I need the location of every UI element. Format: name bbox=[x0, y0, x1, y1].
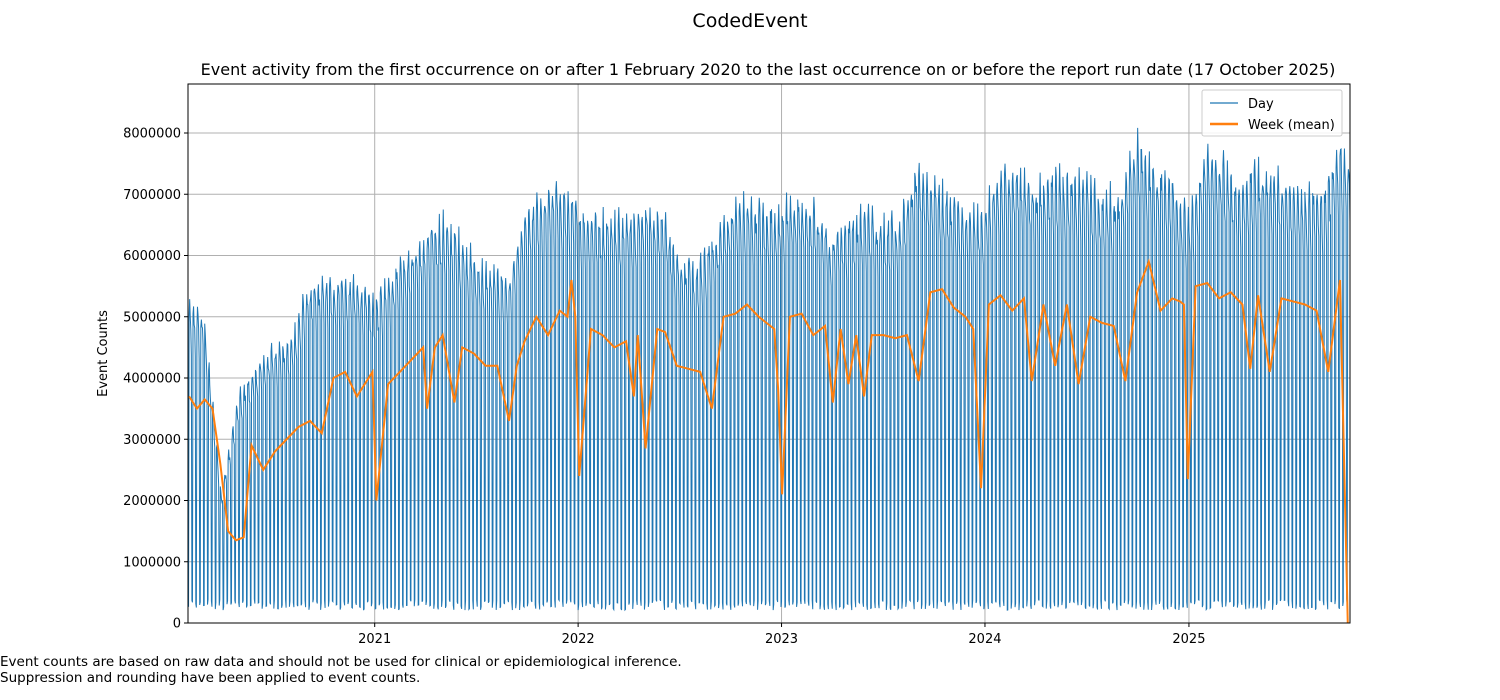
y-tick-label: 4000000 bbox=[123, 372, 181, 387]
y-tick-label: 1000000 bbox=[123, 555, 181, 570]
x-tick-label: 2023 bbox=[765, 632, 798, 647]
y-tick-label: 7000000 bbox=[123, 188, 181, 203]
y-tick-label: 3000000 bbox=[123, 433, 181, 448]
plot-area bbox=[187, 83, 1351, 624]
y-axis-label: Event Counts bbox=[96, 310, 111, 397]
series-day-line bbox=[187, 127, 1351, 612]
y-tick-label: 8000000 bbox=[123, 127, 181, 142]
chart-title: Event activity from the first occurrence… bbox=[200, 60, 1336, 79]
footnote-suppression: Suppression and rounding have been appli… bbox=[0, 670, 421, 686]
legend-day-label: Day bbox=[1248, 97, 1274, 112]
legend: Day Week (mean) bbox=[1201, 89, 1343, 137]
legend-week-label: Week (mean) bbox=[1248, 118, 1335, 133]
axis-ticks: 0 1000000 2000000 3000000 4000000 5000000 6000… bbox=[123, 127, 1205, 648]
figure-suptitle: CodedEvent bbox=[692, 10, 808, 32]
x-tick-label: 2025 bbox=[1172, 632, 1205, 647]
x-tick-label: 2024 bbox=[968, 632, 1001, 647]
x-tick-label: 2021 bbox=[358, 632, 391, 647]
y-tick-label: 0 bbox=[173, 617, 181, 632]
x-tick-label: 2022 bbox=[562, 632, 595, 647]
y-tick-label: 5000000 bbox=[123, 310, 181, 325]
y-tick-label: 2000000 bbox=[123, 494, 181, 509]
y-tick-label: 6000000 bbox=[123, 249, 181, 264]
series-week-mean-line bbox=[188, 258, 1349, 624]
series-layer bbox=[187, 127, 1351, 624]
footnote-raw-data: Event counts are based on raw data and s… bbox=[0, 654, 682, 670]
